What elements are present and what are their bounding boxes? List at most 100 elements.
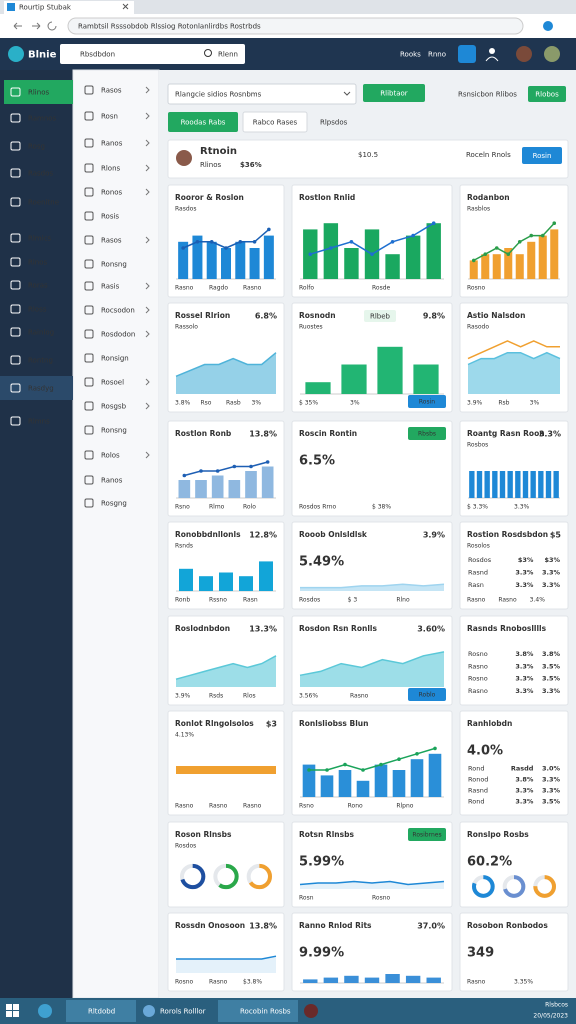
subnav-item[interactable]: Ronsng: [101, 261, 127, 269]
badge-text: Rlbeb: [370, 313, 391, 321]
tab-title: Rourtip Stubak: [19, 4, 72, 12]
taskbar-icon[interactable]: [304, 1004, 318, 1018]
subnav-item[interactable]: Rolos: [101, 452, 120, 460]
subnav-item[interactable]: Rosis: [101, 213, 119, 221]
avatar[interactable]: [544, 46, 560, 62]
sidebar-item[interactable]: Rontng: [28, 357, 53, 365]
filter-dropdown[interactable]: [167, 83, 357, 105]
card-button[interactable]: [408, 395, 446, 408]
tab-label[interactable]: Rlpsdos: [320, 119, 348, 127]
sidebar-item[interactable]: Rloss: [28, 306, 47, 314]
sidebar-item[interactable]: Rainlog: [28, 329, 54, 337]
card-button[interactable]: [408, 688, 446, 701]
subnav-item[interactable]: Rocsodon: [101, 307, 135, 315]
profile-avatar: [176, 150, 192, 166]
bar: [538, 235, 547, 279]
line: [175, 352, 277, 377]
url-field[interactable]: [67, 17, 524, 35]
card: Ronslpo Rosbs 60.2%: [459, 821, 569, 908]
subnav-item[interactable]: Rlons: [101, 165, 121, 173]
subnav-item[interactable]: Rosn: [101, 113, 118, 121]
line: [467, 340, 560, 360]
sidebar-icon: [10, 233, 21, 243]
browser-menu[interactable]: [543, 21, 553, 31]
sidebar-item[interactable]: Ramnos: [28, 115, 57, 123]
trend-point: [249, 464, 253, 469]
search-box[interactable]: [60, 44, 245, 64]
chevron: [145, 139, 150, 147]
card-bg: [459, 521, 569, 610]
bar: [392, 770, 406, 797]
reload[interactable]: [47, 21, 57, 31]
search-button[interactable]: Rlenn: [218, 51, 238, 59]
table-cell: Rond: [468, 765, 484, 773]
sidebar-item[interactable]: Roras: [28, 282, 48, 290]
user-icon[interactable]: [489, 48, 495, 54]
sidebar-item[interactable]: Rasdos: [28, 170, 53, 178]
trend-line: [309, 747, 436, 771]
profile-button[interactable]: [522, 147, 562, 164]
taskbar-item[interactable]: [66, 1000, 136, 1022]
card-title: Rodanbon: [467, 193, 510, 202]
card-title: Ronslpo Rosbs: [467, 830, 529, 839]
nav-arrows[interactable]: [13, 22, 41, 30]
subnav-item[interactable]: Ronos: [101, 189, 123, 197]
subnav-item[interactable]: Rosdodon: [101, 331, 135, 339]
taskbar-icon[interactable]: [38, 1004, 52, 1018]
sidebar-item[interactable]: Rlmns: [28, 418, 50, 426]
sidebar-item[interactable]: Rlmics: [28, 235, 51, 243]
tab[interactable]: [242, 111, 308, 133]
subnav-item[interactable]: Ranos: [101, 477, 123, 485]
trend-point: [182, 473, 187, 478]
sidebar-item[interactable]: Roenitne: [28, 199, 59, 207]
bar: [413, 364, 439, 394]
start-button[interactable]: [6, 1004, 19, 1017]
avatar[interactable]: [516, 46, 532, 62]
sidebar-icon: [10, 257, 21, 267]
card: Rooob Onlsldlsk 3.9% 5.49% Rosdos $ 3 Rlno: [291, 521, 453, 610]
export-button[interactable]: [528, 86, 566, 102]
card: Roscin Rontin 6.5% Rbsbs Rosdos Rrno $ 38%: [291, 420, 453, 517]
subnav-item[interactable]: Rosgng: [101, 500, 127, 508]
subnav-item[interactable]: Rasos: [101, 237, 122, 245]
card-footer-text: Rosno: [467, 285, 485, 292]
trend-point: [181, 246, 185, 250]
subnav-item[interactable]: Rosoel: [101, 379, 124, 387]
subnav-item[interactable]: Ranos: [101, 140, 123, 148]
line: [299, 651, 445, 677]
subnav-item[interactable]: Rasos: [101, 87, 122, 95]
bar: [259, 561, 273, 591]
header-link[interactable]: Rooks: [400, 51, 421, 59]
card-button[interactable]: [408, 427, 446, 440]
trend-point: [252, 240, 257, 244]
notification-button[interactable]: [458, 45, 476, 63]
card-button-text: Rbsbs: [418, 431, 436, 438]
card-bg: [167, 710, 285, 816]
header-link[interactable]: Rnno: [428, 51, 446, 59]
sidebar-item[interactable]: Rasdyg: [28, 385, 54, 393]
sidebar-item[interactable]: Rlnos: [28, 259, 48, 267]
trend-point: [397, 757, 401, 761]
subnav-item[interactable]: Ronsign: [101, 355, 129, 363]
taskbar-item[interactable]: [218, 1000, 298, 1022]
chevron: [145, 451, 150, 459]
subnav-item[interactable]: Rosgsb: [101, 403, 127, 411]
apply-button[interactable]: [363, 84, 425, 102]
bar: [492, 254, 501, 279]
bar: [507, 471, 513, 498]
table-cell: 3.3%: [515, 798, 534, 806]
sidebar-item[interactable]: Rlinos: [28, 89, 49, 97]
card-button[interactable]: [408, 828, 446, 841]
taskbar-icon[interactable]: [143, 1005, 155, 1017]
tab-active[interactable]: [168, 112, 238, 132]
subnav-item[interactable]: Ronsng: [101, 427, 127, 435]
browser-tab[interactable]: [4, 1, 134, 14]
bar: [405, 235, 421, 279]
chevron: [145, 86, 150, 94]
subnav-item[interactable]: Rasis: [101, 283, 120, 291]
tab-close[interactable]: [122, 3, 129, 10]
taskbar-label[interactable]: Rorols Rolllor: [160, 1008, 206, 1016]
sidebar-item[interactable]: Rosg: [28, 143, 45, 151]
trend-point: [238, 240, 243, 244]
card: Rosobon Ronbodos 349 Rasno 3.35%: [459, 912, 569, 992]
